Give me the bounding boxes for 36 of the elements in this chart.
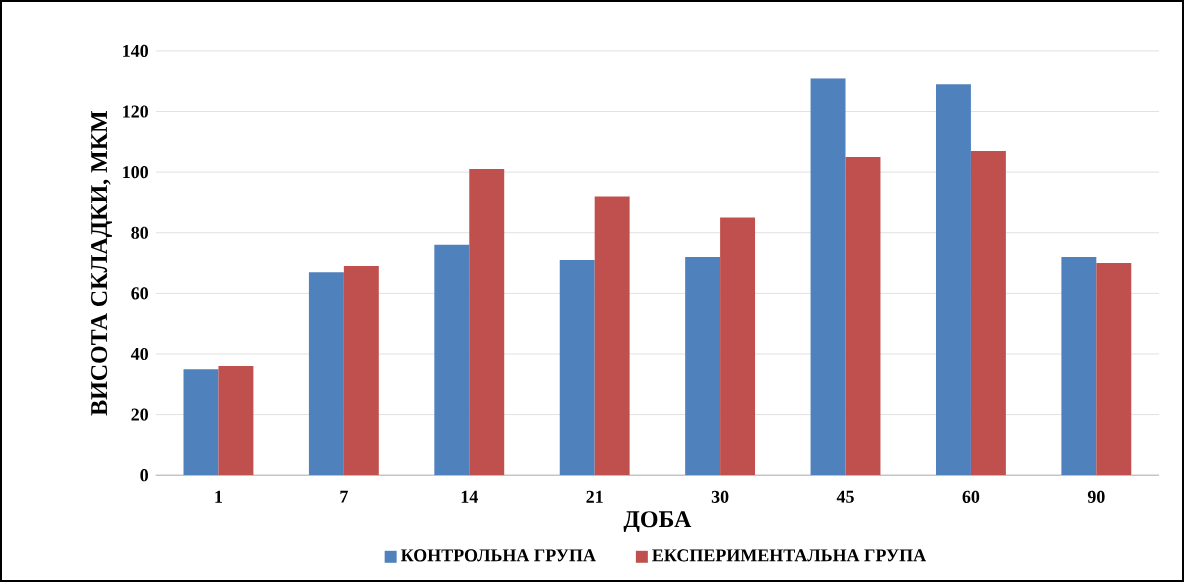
y-tick-label: 60 [131, 287, 148, 300]
x-tick-label: 7 [340, 490, 348, 503]
bar [720, 217, 756, 476]
bar [1061, 256, 1097, 476]
x-tick-label: 14 [461, 490, 478, 503]
x-tick-label: 60 [962, 490, 980, 503]
x-tick-label: 1 [215, 490, 222, 503]
y-tick-label: 0 [140, 469, 148, 482]
y-axis-title: ВИСОТА СКЛАДКИ, МКМ [91, 110, 113, 416]
bar [1096, 263, 1132, 476]
legend-label: ЕКСПЕРИМЕНТАЛЬНА ГРУПА [652, 549, 926, 562]
x-tick-label: 30 [711, 490, 729, 503]
bar [218, 366, 254, 476]
bar [308, 272, 344, 476]
bar [685, 256, 721, 476]
x-axis-title: ДОБА [623, 511, 692, 533]
bar [810, 78, 846, 476]
bar [845, 156, 881, 476]
bar [183, 369, 219, 476]
bar [469, 169, 505, 476]
y-tick-label: 120 [123, 105, 148, 118]
bar [343, 266, 379, 476]
x-tick-label: 90 [1087, 490, 1105, 503]
bar [434, 244, 470, 476]
bar [935, 84, 971, 476]
x-tick-label: 21 [586, 490, 603, 503]
x-tick-label: 45 [836, 490, 854, 503]
bar [970, 150, 1006, 476]
bar [559, 260, 595, 476]
y-tick-label: 80 [131, 226, 148, 239]
y-tick-label: 100 [123, 166, 148, 179]
y-tick-label: 40 [130, 347, 148, 361]
bar [594, 196, 630, 476]
y-tick-label: 20 [131, 408, 148, 421]
legend-label: КОНТРОЛЬНА ГРУПА [400, 549, 596, 562]
y-tick-label: 140 [123, 44, 148, 57]
